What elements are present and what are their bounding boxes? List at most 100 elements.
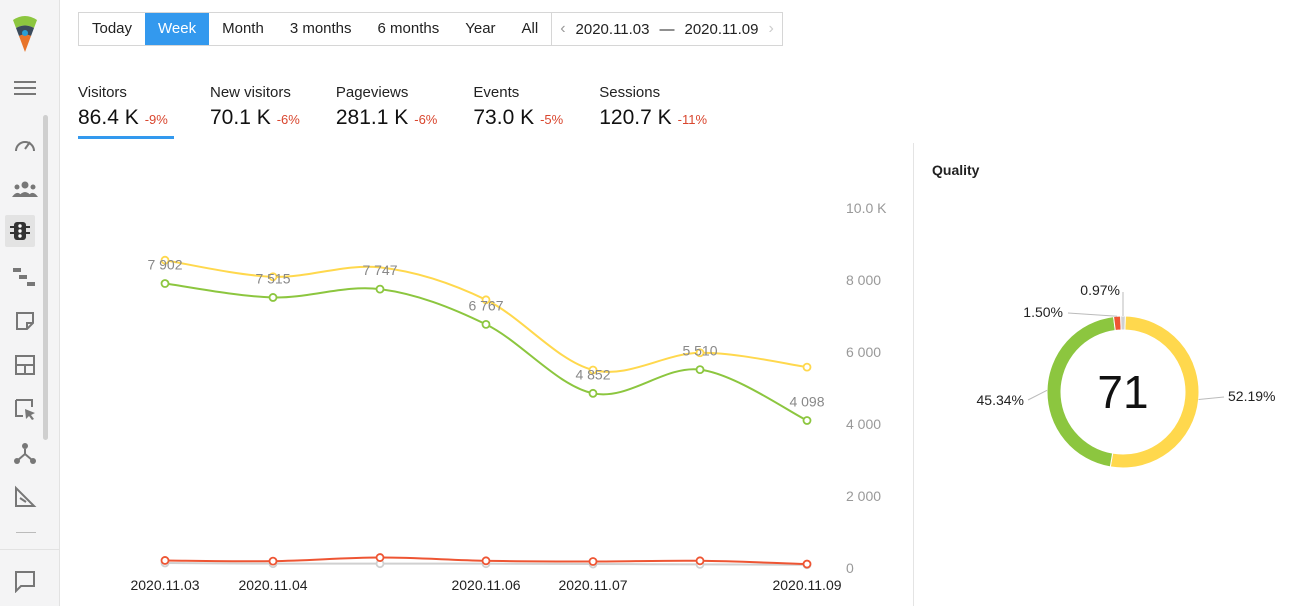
x-tick-label: 2020.11.06 — [451, 577, 520, 593]
period-6months-button[interactable]: 6 months — [377, 20, 440, 37]
y-tick-label: 8 000 — [846, 272, 881, 288]
y-tick-label: 2 000 — [846, 488, 881, 504]
data-label: 7 515 — [255, 270, 290, 286]
data-point — [268, 272, 278, 282]
data-point — [481, 319, 491, 329]
metric-value: 120.7 K — [599, 106, 672, 129]
slice-label: 0.97% — [1080, 282, 1120, 298]
chevron-left-icon[interactable]: ‹ — [560, 20, 566, 37]
metric-label: Sessions — [599, 84, 661, 101]
metric-sessions[interactable]: Sessions 120.7 K -11% — [599, 84, 707, 139]
metric-pageviews[interactable]: Pageviews 281.1 K -6% — [336, 84, 438, 139]
quality-title: Quality — [932, 162, 980, 178]
date-to[interactable]: 2020.11.09 — [684, 20, 759, 38]
data-point — [160, 279, 170, 288]
x-tick-label: 2020.11.03 — [130, 577, 199, 593]
data-point — [160, 556, 170, 565]
date-separator: — — [659, 20, 675, 38]
data-point — [375, 553, 385, 562]
data-point — [802, 559, 812, 569]
period-all-button[interactable]: All — [521, 20, 539, 37]
period-3months-button[interactable]: 3 months — [289, 20, 352, 37]
logo-icon[interactable] — [10, 14, 40, 54]
dashboard-icon[interactable] — [12, 132, 38, 158]
funnel-icon[interactable] — [12, 264, 38, 290]
report-icon[interactable] — [12, 484, 38, 510]
metric-change: -9% — [144, 112, 168, 127]
data-label: 7 747 — [362, 262, 397, 278]
data-point — [588, 388, 598, 398]
period-month-button[interactable]: Month — [222, 20, 264, 37]
metric-change: -11% — [677, 112, 708, 127]
y-tick-label: 6 000 — [846, 344, 881, 360]
slice-leader-line — [1027, 389, 1048, 401]
period-week-button[interactable]: Week — [145, 13, 210, 45]
sidebar-divider — [0, 549, 60, 550]
network-icon[interactable] — [12, 440, 38, 466]
data-label: 6 767 — [468, 297, 503, 313]
x-tick-label: 2020.11.04 — [238, 577, 307, 593]
panel-divider — [913, 143, 914, 606]
traffic-line-chart: 10.0 K 8 000 6 000 4 000 2 000 0 2020.11.03 202… — [130, 200, 887, 593]
metric-value: 281.1 K — [335, 106, 409, 129]
slice-label: 45.34% — [977, 392, 1024, 408]
notes-icon[interactable] — [12, 308, 38, 334]
data-label: 5 510 — [682, 343, 717, 359]
period-year-button[interactable]: Year — [465, 20, 496, 37]
metric-label: New visitors — [210, 84, 291, 101]
metrics-tabs: Visitors 86.4 K -9% New visitors 70.1 K … — [78, 84, 743, 139]
data-point — [481, 556, 491, 566]
donut-slice — [1112, 315, 1122, 332]
chevron-right-icon[interactable]: › — [768, 20, 774, 37]
y-tick-label: 10.0 K — [846, 200, 887, 216]
metric-events[interactable]: Events 73.0 K -5% — [473, 84, 563, 139]
data-point — [695, 556, 705, 566]
traffic-icon[interactable] — [5, 215, 35, 247]
period-selector: Today Week Month 3 months 6 months Year … — [78, 12, 783, 46]
data-point — [695, 365, 705, 375]
metric-change: -5% — [540, 112, 564, 127]
slice-label: 52.19% — [1228, 388, 1275, 404]
data-point — [481, 295, 491, 305]
sidebar-divider — [16, 532, 36, 533]
metric-value: 70.1 K — [210, 106, 271, 129]
visitors-icon[interactable] — [12, 176, 38, 202]
data-point — [375, 284, 385, 294]
metric-change: -6% — [414, 112, 438, 127]
slice-label: 1.50% — [1023, 304, 1063, 320]
data-label: 4 098 — [789, 393, 824, 409]
metric-change: -6% — [276, 112, 300, 127]
donut-slice — [1120, 315, 1126, 331]
layout-icon[interactable] — [12, 352, 38, 378]
metric-value: 86.4 K — [78, 106, 139, 129]
data-point — [802, 416, 812, 425]
metric-label: Pageviews — [335, 84, 409, 101]
slice-leader-line — [1067, 312, 1118, 317]
chat-icon[interactable] — [12, 568, 38, 594]
data-label: 4 852 — [575, 366, 610, 382]
quality-donut-chart: 71 52.19% 45.34% 1.50% 0.97% — [977, 282, 1275, 469]
data-point — [268, 293, 278, 302]
data-point — [588, 365, 598, 375]
y-tick-label: 0 — [846, 560, 854, 576]
metric-new-visitors[interactable]: New visitors 70.1 K -6% — [210, 84, 300, 139]
metric-value: 73.0 K — [473, 106, 535, 129]
data-point — [695, 348, 705, 358]
menu-icon[interactable] — [12, 75, 38, 101]
x-tick-label: 2020.11.09 — [772, 577, 841, 593]
metric-label: Visitors — [78, 84, 127, 101]
period-today-button[interactable]: Today — [92, 20, 133, 37]
date-range: ‹ 2020.11.03 — 2020.11.09 › — [551, 13, 782, 45]
x-tick-label: 2020.11.07 — [558, 577, 627, 593]
data-point — [802, 362, 812, 372]
data-point — [588, 557, 598, 566]
sidebar-scrollbar[interactable] — [43, 115, 48, 440]
data-point — [268, 556, 278, 566]
sidebar — [0, 0, 60, 606]
click-icon[interactable] — [12, 396, 38, 422]
data-label: 7 902 — [147, 257, 182, 273]
metric-visitors[interactable]: Visitors 86.4 K -9% — [78, 84, 174, 139]
slice-leader-line — [1198, 396, 1225, 401]
y-tick-label: 4 000 — [846, 416, 881, 432]
date-from[interactable]: 2020.11.03 — [575, 20, 650, 38]
